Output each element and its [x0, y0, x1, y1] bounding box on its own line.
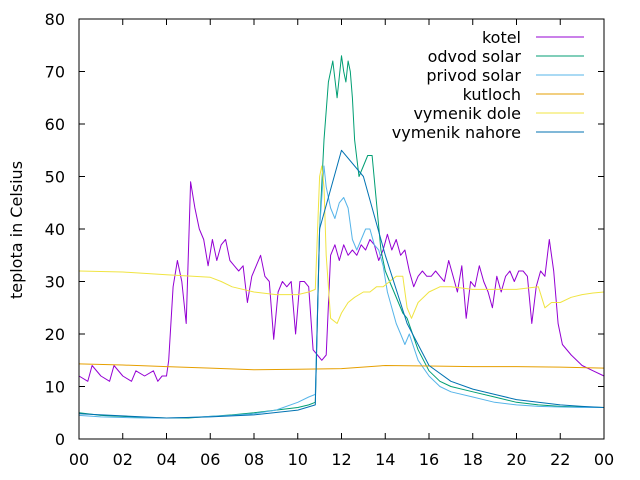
legend-label: vymenik nahore [392, 123, 521, 142]
legend-label: kotel [482, 28, 521, 47]
y-tick-label: 10 [45, 378, 65, 397]
x-tick-label: 00 [594, 450, 614, 469]
ticks-layer: 0 10 20 30 40 50 60 70 80 00 02 04 06 08 10 12 14 16 18 20 2… [45, 10, 615, 469]
legend-label: kutloch [463, 85, 521, 104]
legend-label: privod solar [426, 66, 521, 85]
x-tick-label: 10 [288, 450, 308, 469]
series-line-kotel [78, 181, 605, 382]
x-tick-label: 18 [463, 450, 483, 469]
x-tick-label: 04 [156, 450, 176, 469]
x-tick-label: 16 [419, 450, 439, 469]
y-tick-label: 50 [45, 168, 65, 187]
x-tick-label: 06 [200, 450, 220, 469]
y-tick-label: 60 [45, 115, 65, 134]
y-tick-label: 30 [45, 273, 65, 292]
y-tick-label: 70 [45, 63, 65, 82]
y-axis-label: teplota in Celsius [7, 161, 26, 299]
series-line-kutloch [78, 363, 605, 371]
y-tick-label: 80 [45, 10, 65, 29]
y-tick-label: 20 [45, 325, 65, 344]
x-tick-label: 14 [375, 450, 395, 469]
x-tick-label: 08 [244, 450, 264, 469]
x-tick-label: 20 [506, 450, 526, 469]
series-line-vymenik-dole [78, 165, 605, 324]
plot-frame [78, 18, 605, 440]
series-line-privod-solar [78, 165, 604, 419]
series-layer [78, 55, 605, 419]
x-tick-label: 00 [69, 450, 89, 469]
series-line-vymenik-nahore [78, 149, 605, 419]
y-tick-label: 0 [55, 430, 65, 449]
legend-label: vymenik dole [413, 104, 521, 123]
x-tick-label: 22 [550, 450, 570, 469]
series-line-odvod-solar [78, 55, 605, 419]
x-tick-label: 02 [113, 450, 133, 469]
y-tick-label: 40 [45, 220, 65, 239]
legend-label: odvod solar [428, 47, 522, 66]
x-tick-label: 12 [331, 450, 351, 469]
